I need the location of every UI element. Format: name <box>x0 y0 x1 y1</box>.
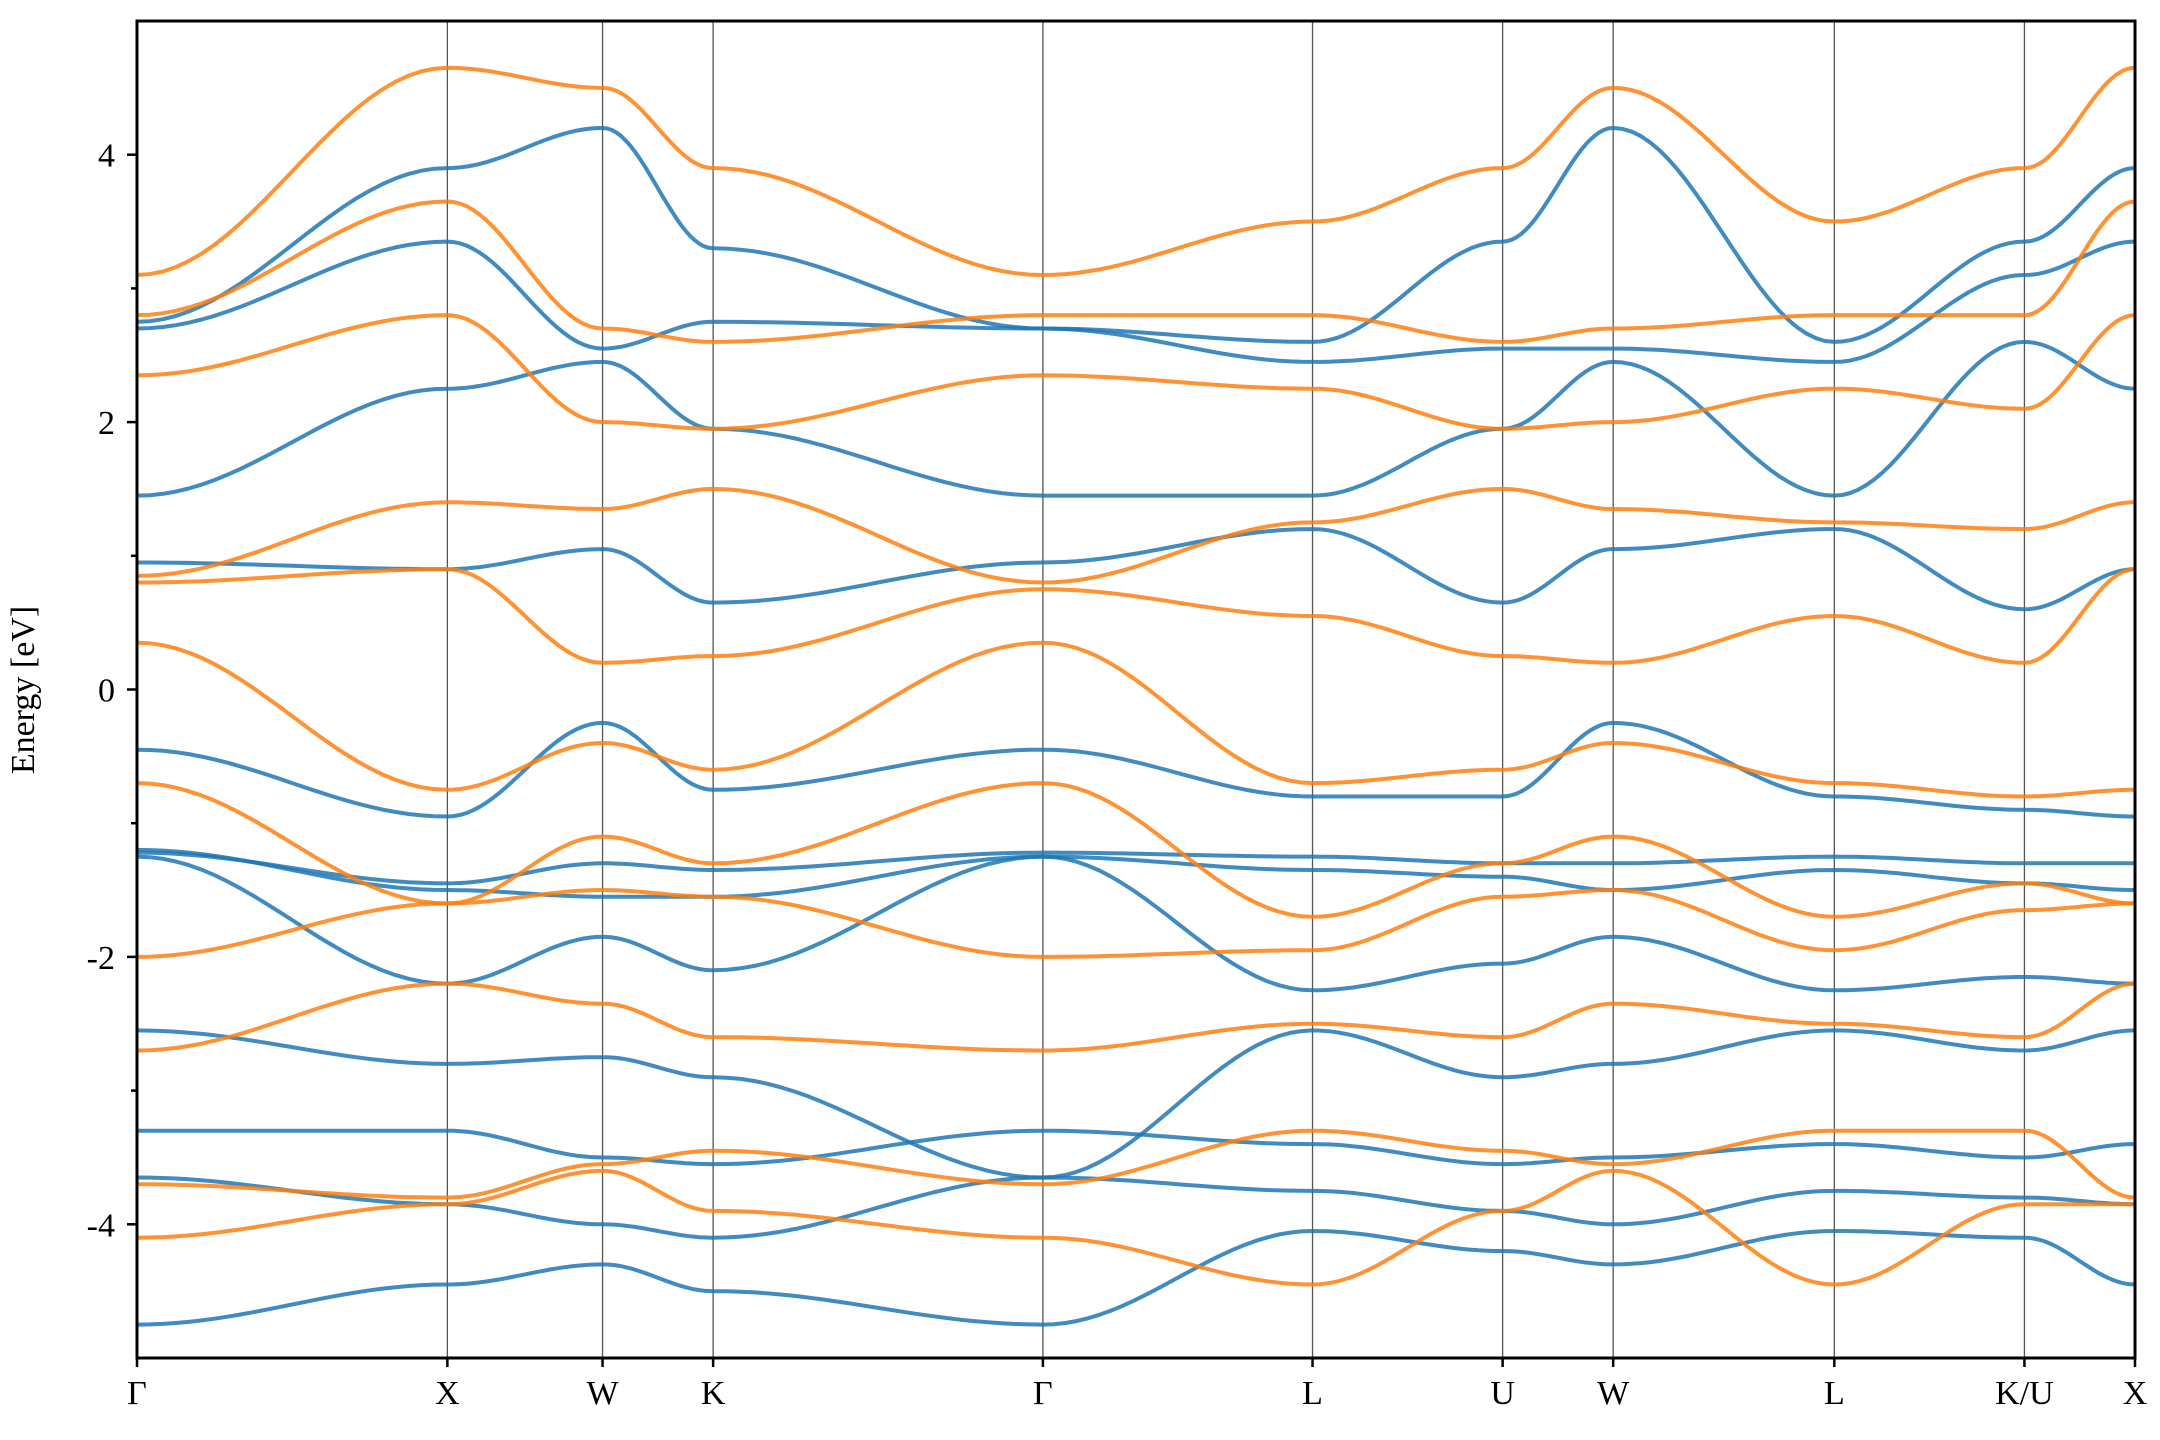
y-tick-label: 4 <box>98 138 115 175</box>
band-spin-up <box>137 527 2135 612</box>
band-spin-down <box>137 567 2135 665</box>
band-spin-down <box>137 640 2135 799</box>
y-tick-label: 2 <box>98 405 115 442</box>
y-tick-label: -4 <box>87 1207 115 1244</box>
band-spin-down <box>137 888 2135 959</box>
x-tick-label: W <box>1597 1375 1630 1412</box>
band-spin-up <box>137 1229 2135 1327</box>
y-tick-label: -2 <box>87 940 115 977</box>
band-spin-down <box>137 1128 2135 1200</box>
band-spin-up <box>137 239 2135 364</box>
x-tick-label: X <box>435 1375 460 1412</box>
x-tick-label: K/U <box>1995 1375 2054 1412</box>
band-spin-down <box>137 1168 2135 1287</box>
x-tick-label: K <box>701 1375 726 1412</box>
y-axis-label: Energy [eV] <box>5 606 42 774</box>
high-symmetry-lines <box>446 21 2026 1358</box>
band-spin-up <box>137 126 2135 344</box>
x-tick-label: L <box>1302 1375 1323 1412</box>
band-spin-up <box>137 1128 2135 1167</box>
band-spin-down <box>137 313 2135 431</box>
x-tick-label: Γ <box>1033 1375 1053 1412</box>
band-spin-down <box>137 781 2135 919</box>
band-spin-up <box>137 1175 2135 1240</box>
band-spin-down <box>137 981 2135 1053</box>
band-spin-up <box>137 720 2135 819</box>
x-tick-label: Γ <box>127 1375 147 1412</box>
x-tick-label: U <box>1490 1375 1515 1412</box>
x-tick-label: L <box>1824 1375 1845 1412</box>
x-tick-label: X <box>2123 1375 2148 1412</box>
band-spin-up <box>137 339 2135 498</box>
band-spin-up <box>137 850 2135 886</box>
band-spin-up <box>137 1028 2135 1180</box>
y-tick-label: 0 <box>98 673 115 710</box>
band-spin-down <box>137 199 2135 344</box>
x-axis: Γ X W K Γ L U W L K/U X <box>127 1358 2147 1412</box>
x-tick-label: W <box>587 1375 620 1412</box>
band-spin-up <box>137 854 2135 993</box>
band-lines <box>137 65 2135 1327</box>
y-axis: -4 -2 0 2 4 <box>87 138 137 1244</box>
band-spin-down <box>137 65 2135 277</box>
band-spin-down <box>137 486 2135 585</box>
